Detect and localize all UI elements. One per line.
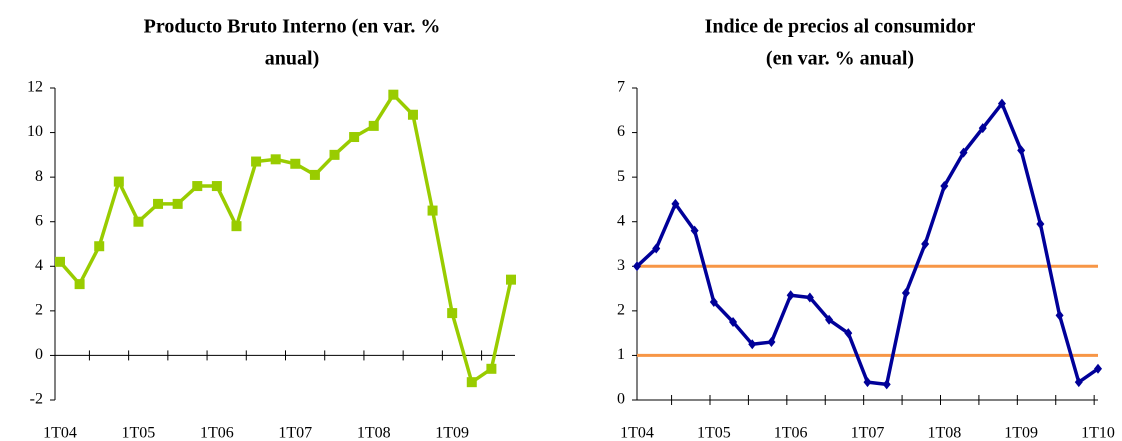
y-tick-label: 6: [617, 123, 625, 140]
x-tick-label: 1T10: [1081, 425, 1115, 441]
x-tick-label: 1T04: [620, 425, 654, 441]
marker: [1017, 145, 1026, 156]
marker: [921, 239, 930, 249]
marker: [290, 158, 301, 169]
marker: [633, 261, 641, 272]
y-tick-label: 5: [617, 168, 625, 185]
y-tick-label: -2: [30, 391, 43, 408]
x-tick-label: 1T06: [774, 425, 808, 441]
y-tick-label: 8: [35, 168, 43, 185]
marker: [231, 221, 242, 232]
marker: [1055, 310, 1064, 321]
y-tick-label: 3: [617, 257, 625, 274]
chart-title: Indice de precios al consumidor: [705, 16, 976, 38]
marker: [1074, 377, 1083, 388]
marker: [940, 181, 949, 192]
marker: [486, 363, 497, 374]
marker: [368, 120, 379, 131]
marker: [133, 216, 144, 227]
marker: [1094, 363, 1102, 374]
marker: [825, 314, 834, 325]
marker: [652, 243, 661, 254]
marker: [153, 198, 164, 209]
marker: [901, 288, 910, 299]
marker: [690, 225, 699, 236]
marker: [447, 308, 458, 319]
marker: [172, 198, 183, 209]
x-tick-label: 1T08: [927, 425, 961, 441]
y-tick-label: 10: [27, 123, 43, 140]
y-tick-label: 6: [35, 212, 43, 229]
x-tick-label: 1T09: [1004, 425, 1038, 441]
marker: [748, 339, 757, 350]
marker: [349, 132, 360, 143]
marker: [863, 377, 872, 388]
x-tick-label: 1T08: [357, 425, 391, 441]
x-tick-label: 1T05: [122, 425, 156, 441]
marker: [407, 109, 418, 120]
marker: [786, 290, 795, 301]
x-tick-label: 1T06: [200, 425, 234, 441]
x-tick-label: 1T05: [697, 425, 731, 441]
series-line: [58, 92, 513, 384]
marker: [805, 292, 814, 303]
y-tick-label: 4: [35, 257, 43, 274]
marker: [959, 147, 968, 158]
marker: [1036, 218, 1045, 229]
marker: [192, 181, 203, 192]
y-tick-label: 7: [617, 79, 625, 96]
chart-title: Producto Bruto Interno (en var. %: [144, 16, 441, 38]
y-tick-label: 0: [617, 391, 625, 408]
marker: [844, 328, 853, 339]
marker: [388, 89, 399, 100]
marker: [74, 279, 85, 290]
marker: [767, 337, 776, 348]
marker: [882, 379, 891, 390]
marker: [251, 156, 262, 167]
y-tick-label: 0: [35, 346, 43, 363]
marker: [466, 377, 477, 388]
marker: [270, 154, 281, 165]
marker: [729, 317, 738, 327]
chart-title: anual): [265, 48, 319, 70]
x-tick-label: 1T09: [435, 425, 469, 441]
marker: [427, 205, 438, 216]
marker: [671, 198, 680, 209]
y-tick-label: 4: [617, 212, 625, 229]
marker: [709, 296, 718, 307]
y-tick-label: 12: [27, 79, 43, 96]
marker: [997, 98, 1006, 109]
marker: [978, 123, 987, 134]
marker: [94, 241, 105, 252]
x-tick-label: 1T07: [851, 425, 885, 441]
marker: [113, 176, 124, 187]
marker: [329, 149, 340, 160]
marker: [309, 169, 320, 180]
series-line: [635, 101, 1099, 387]
y-tick-label: 2: [617, 302, 625, 319]
x-tick-label: 1T04: [43, 425, 77, 441]
marker: [211, 181, 222, 192]
marker: [506, 274, 516, 285]
x-tick-label: 1T07: [278, 425, 312, 441]
chart-title: (en var. % anual): [766, 48, 914, 70]
y-tick-label: 2: [35, 302, 43, 319]
y-tick-label: 1: [617, 346, 625, 363]
marker: [55, 256, 65, 267]
